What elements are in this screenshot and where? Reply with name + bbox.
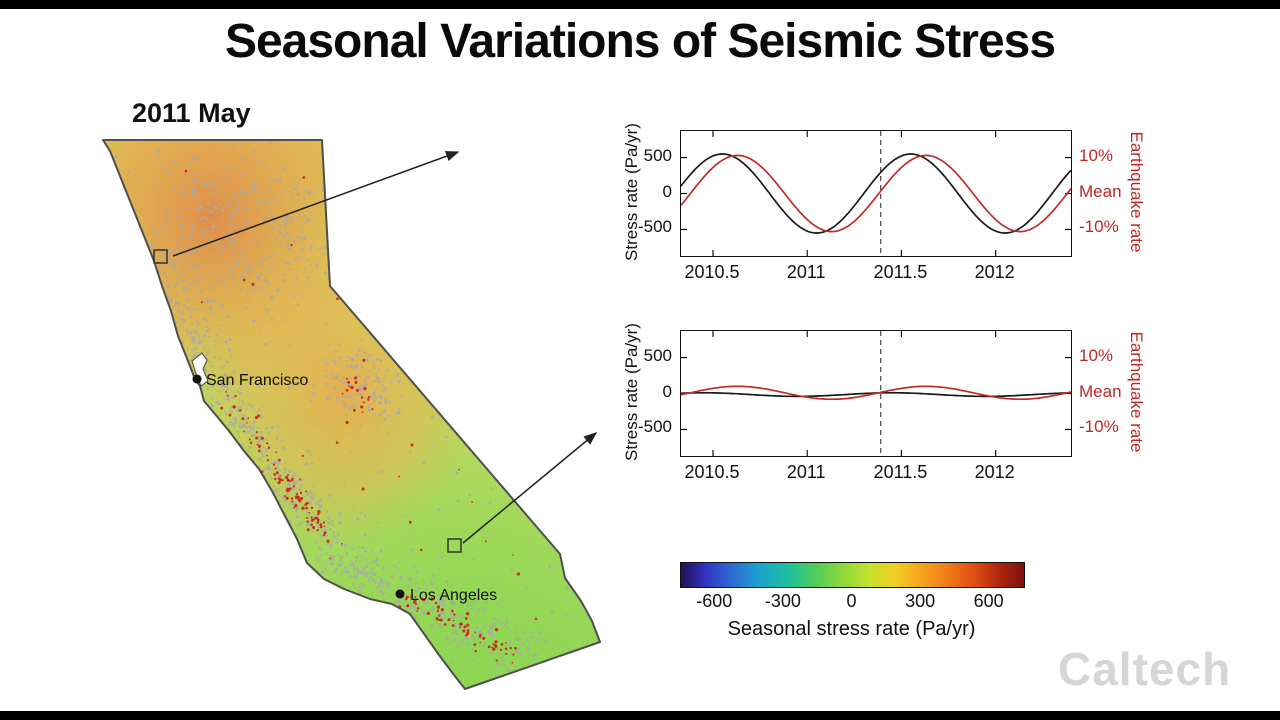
sample-site-marker-south <box>447 538 462 553</box>
x-tick-label: 2011.5 <box>873 262 928 282</box>
y-axis-label-right: Earthquake rate <box>1127 131 1146 252</box>
los-angeles-marker <box>395 589 405 599</box>
x-tick-label: 2011.5 <box>873 462 928 482</box>
x-tick-label: 2012 <box>974 462 1015 482</box>
y-tick-label-left: -500 <box>637 417 672 437</box>
y-tick-label-left: 0 <box>662 381 672 401</box>
stress-rate-curve <box>681 153 1071 234</box>
y-tick-label-right: 10% <box>1079 345 1114 365</box>
y-tick-label-right: Mean <box>1079 181 1122 201</box>
x-tick-label: 2011 <box>786 262 826 282</box>
san-francisco-label: San Francisco <box>206 372 308 389</box>
los-angeles-label: Los Angeles <box>410 587 497 604</box>
x-tick-label: 2012 <box>974 262 1015 282</box>
california-map: San Francisco Los Angeles <box>102 139 601 690</box>
california-outline <box>102 139 601 690</box>
stress-chart-south <box>680 330 1072 457</box>
letterbox-top <box>0 0 1280 9</box>
stress-chart-north <box>680 130 1072 257</box>
y-tick-label-right: Mean <box>1079 381 1122 401</box>
earthquake-rate-curve <box>681 154 1071 233</box>
y-tick-label-right: -10% <box>1079 217 1119 237</box>
x-tick-label: 2011 <box>786 462 826 482</box>
colorbar-tick-label: -300 <box>764 591 801 611</box>
y-tick-label-right: 10% <box>1079 145 1114 165</box>
y-tick-label-left: 0 <box>662 181 672 201</box>
colorbar-tick-label: 600 <box>973 591 1004 611</box>
letterbox-bottom <box>0 711 1280 720</box>
san-francisco-marker <box>192 374 202 384</box>
colorbar-tick-label: 300 <box>905 591 936 611</box>
colorbar-tick-label: 0 <box>846 591 857 611</box>
y-tick-label-left: 500 <box>643 345 672 365</box>
y-axis-label-left: Stress rate (Pa/yr) <box>622 122 641 261</box>
y-axis-label-left: Stress rate (Pa/yr) <box>622 322 641 461</box>
colorbar-label: Seasonal stress rate (Pa/yr) <box>727 618 976 640</box>
earthquake-rate-curve <box>681 385 1071 401</box>
y-axis-label-right: Earthquake rate <box>1127 331 1146 452</box>
colorbar-tick-label: -600 <box>696 591 733 611</box>
x-tick-label: 2010.5 <box>684 462 740 482</box>
y-tick-label-right: -10% <box>1079 417 1119 437</box>
caltech-watermark: Caltech <box>1058 643 1232 695</box>
y-tick-label-left: -500 <box>637 217 672 237</box>
x-tick-label: 2010.5 <box>684 262 740 282</box>
map-color-field-south-patch <box>103 140 600 689</box>
colorbar-gradient <box>680 562 1025 588</box>
page-title: Seasonal Variations of Seismic Stress <box>224 15 1056 68</box>
map-date-heading: 2011 May <box>132 98 251 128</box>
sample-site-marker-north <box>153 249 168 264</box>
y-tick-label-left: 500 <box>643 145 672 165</box>
